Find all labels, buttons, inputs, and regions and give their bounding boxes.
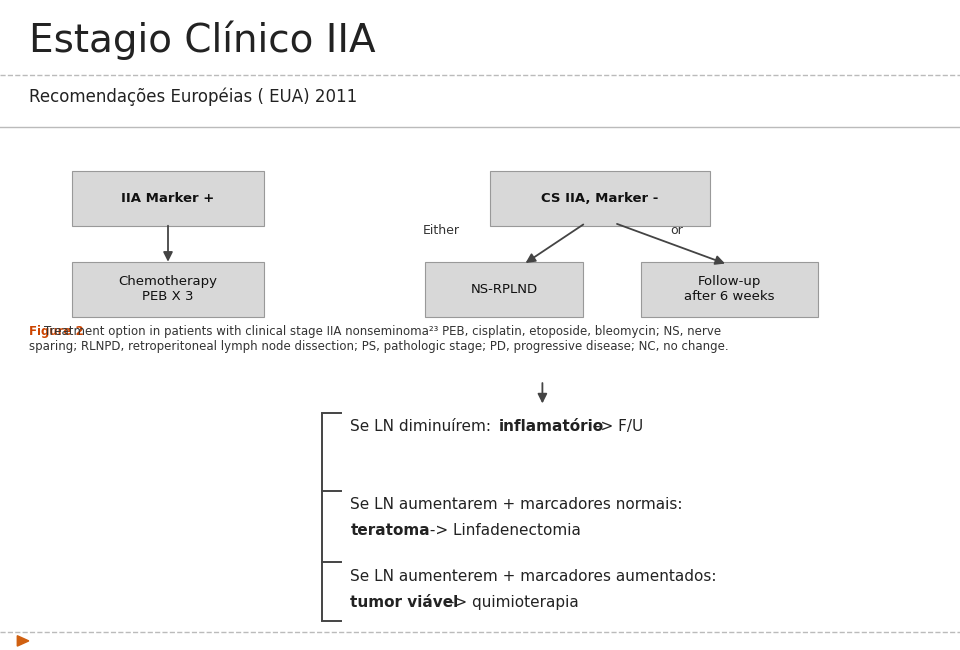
Text: tumor viável: tumor viável (350, 595, 459, 610)
Text: -> quimioterapia: -> quimioterapia (444, 595, 579, 610)
Text: Chemotherapy
PEB X 3: Chemotherapy PEB X 3 (118, 275, 218, 304)
Text: –> F/U: –> F/U (588, 419, 643, 434)
Text: Treatment option in patients with clinical stage IIA nonseminoma²³ PEB, cisplati: Treatment option in patients with clinic… (29, 325, 729, 353)
Text: teratoma: teratoma (350, 523, 430, 538)
Text: inflamatório: inflamatório (499, 419, 605, 434)
Text: or: or (670, 224, 684, 237)
FancyBboxPatch shape (72, 171, 264, 226)
Text: Se LN aumenterem + marcadores aumentados:: Se LN aumenterem + marcadores aumentados… (350, 569, 717, 584)
Text: Follow-up
after 6 weeks: Follow-up after 6 weeks (684, 275, 775, 304)
Text: CS IIA, Marker -: CS IIA, Marker - (541, 192, 659, 205)
Text: -> Linfadenectomia: -> Linfadenectomia (425, 523, 581, 538)
Text: Se LN aumentarem + marcadores normais:: Se LN aumentarem + marcadores normais: (350, 497, 683, 512)
Text: IIA Marker +: IIA Marker + (121, 192, 215, 205)
Text: Se LN diminuírem:: Se LN diminuírem: (350, 419, 496, 434)
Text: Either: Either (423, 224, 460, 237)
FancyBboxPatch shape (424, 261, 584, 317)
Polygon shape (17, 636, 29, 646)
FancyBboxPatch shape (490, 171, 710, 226)
Text: Recomendações Européias ( EUA) 2011: Recomendações Européias ( EUA) 2011 (29, 88, 357, 106)
Text: Figure 2: Figure 2 (29, 325, 84, 338)
Text: Estagio Clínico IIA: Estagio Clínico IIA (29, 21, 375, 60)
Text: NS-RPLND: NS-RPLND (470, 283, 538, 296)
FancyBboxPatch shape (72, 261, 264, 317)
FancyBboxPatch shape (641, 261, 818, 317)
